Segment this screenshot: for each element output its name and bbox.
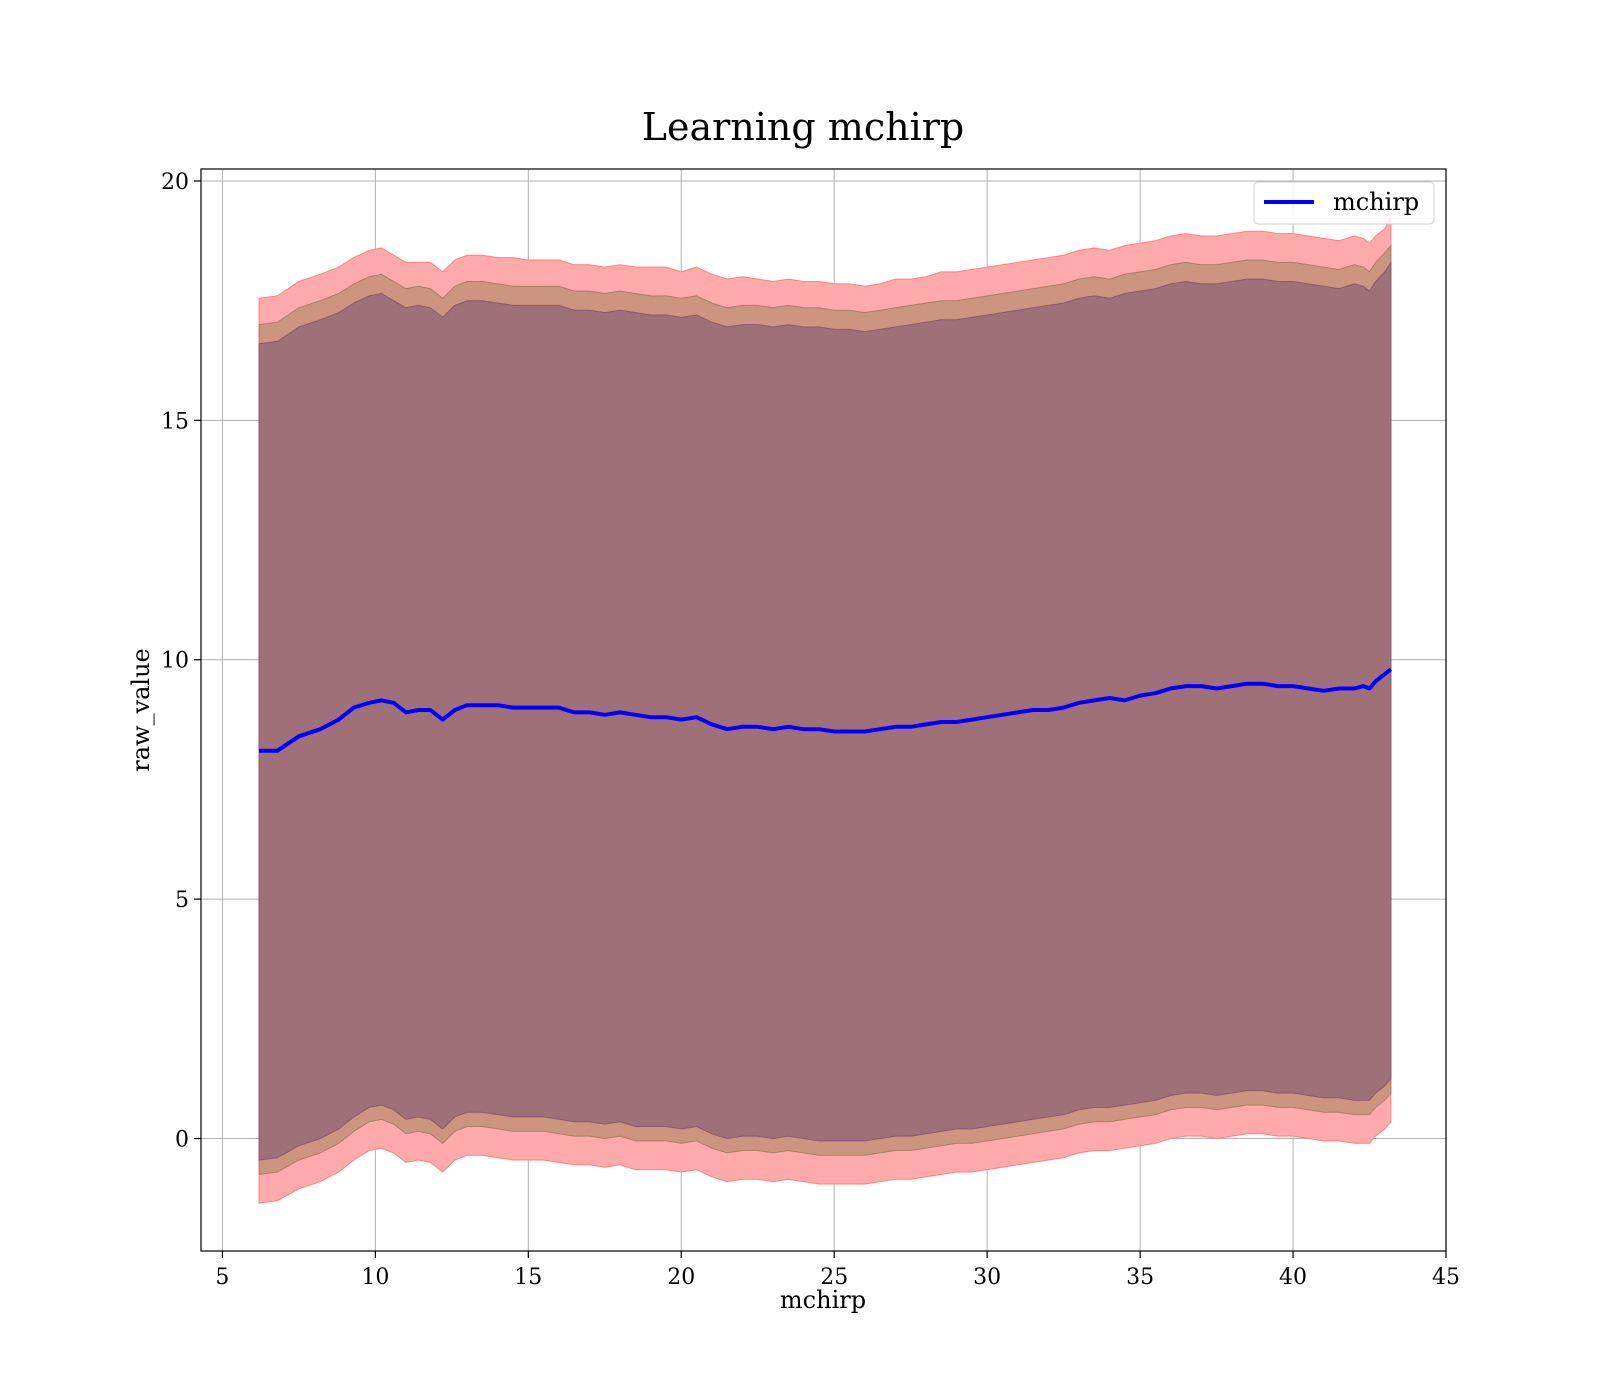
- series-line-mchirp: [259, 667, 1393, 753]
- x-tick-label: 15: [514, 1265, 542, 1290]
- y-tick-label: 15: [161, 409, 189, 434]
- y-tick-label: 20: [161, 170, 189, 195]
- series-lines: [259, 667, 1393, 753]
- plot-frame: [200, 168, 1447, 1252]
- legend-label: mchirp: [1333, 188, 1419, 216]
- legend-box: [1253, 181, 1435, 225]
- x-tick-label: 10: [361, 1265, 389, 1290]
- x-tick-label: 45: [1432, 1265, 1460, 1290]
- x-axis-label: mchirp: [780, 1286, 866, 1314]
- uncertainty-bands: [258, 216, 1392, 1204]
- x-axis: 5 10 15 20 25 30 35 40 45: [215, 1251, 1460, 1290]
- y-axis: 0 5 10 15 20: [161, 170, 201, 1152]
- y-tick-label: 0: [175, 1127, 189, 1152]
- legend: mchirp: [1253, 181, 1435, 225]
- band-inner: [258, 260, 1392, 1161]
- x-tick-label: 5: [215, 1265, 229, 1290]
- x-tick-label: 40: [1279, 1265, 1307, 1290]
- y-axis-label: raw_value: [127, 648, 155, 772]
- x-tick-label: 25: [820, 1265, 848, 1290]
- chart-title: Learning mchirp: [642, 105, 964, 149]
- x-tick-label: 20: [667, 1265, 695, 1290]
- y-tick-label: 5: [175, 888, 189, 913]
- x-tick-label: 30: [973, 1265, 1001, 1290]
- y-tick-label: 10: [161, 649, 189, 674]
- x-tick-label: 35: [1126, 1265, 1154, 1290]
